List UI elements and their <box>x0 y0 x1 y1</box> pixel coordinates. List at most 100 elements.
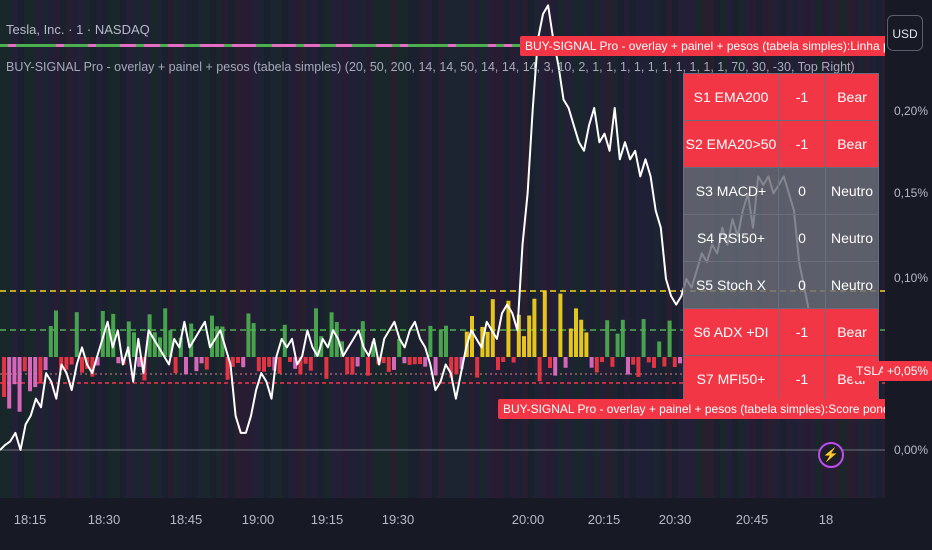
top-strip-segment <box>208 44 216 47</box>
signal-bar <box>428 325 433 357</box>
signal-bar <box>324 357 329 379</box>
x-label: 19:30 <box>381 512 415 527</box>
background-stripe <box>30 0 36 498</box>
signal-bar <box>106 328 110 357</box>
x-label: 20:15 <box>587 512 621 527</box>
background-stripe <box>456 0 462 498</box>
signal-bar <box>657 341 662 357</box>
background-stripe <box>336 0 342 498</box>
background-stripe <box>156 0 162 498</box>
currency-button[interactable]: USD <box>887 15 923 51</box>
background-stripe <box>180 0 186 498</box>
signal-bar <box>360 321 365 357</box>
y-label: 0,10% <box>893 271 928 285</box>
background-stripe <box>186 0 192 498</box>
signal-bar <box>574 308 578 357</box>
signal-bar <box>17 357 22 412</box>
background-stripe <box>384 0 390 498</box>
background-stripe <box>84 0 90 498</box>
top-strip-segment <box>480 44 488 47</box>
signal-bar <box>33 357 38 388</box>
background-stripe <box>114 0 120 498</box>
signal-bar <box>184 357 188 375</box>
signal-bar <box>100 310 105 357</box>
background-stripe <box>48 0 54 498</box>
signal-bar <box>444 325 448 357</box>
signal-value: -1 <box>778 308 826 356</box>
signal-bar <box>407 357 412 365</box>
background-stripe <box>666 0 672 498</box>
background-stripe <box>120 0 126 498</box>
x-label: 19:00 <box>241 512 275 527</box>
symbol-legend[interactable]: Tesla, Inc. · 1 · NASDAQ <box>6 22 150 37</box>
background-stripe <box>126 0 132 498</box>
signal-bar <box>392 357 396 370</box>
signal-bar <box>69 357 74 365</box>
signal-bar <box>386 357 391 372</box>
top-strip-segment <box>72 44 80 47</box>
top-strip-segment <box>248 44 256 47</box>
background-stripe <box>636 0 642 498</box>
signal-bar <box>7 357 12 409</box>
background-stripe <box>168 0 174 498</box>
signal-bar <box>236 357 240 364</box>
signal-bar <box>293 357 298 369</box>
signal-row: S4 RSI50+ 0 Neutro <box>683 214 879 262</box>
top-strip-segment <box>0 44 8 47</box>
background-stripe <box>576 0 582 498</box>
signal-bar <box>470 316 474 357</box>
signal-name: S2 EMA20>50 <box>683 120 779 168</box>
top-strip-segment <box>264 44 272 47</box>
top-strip-segment <box>416 44 424 47</box>
background-stripe <box>78 0 84 498</box>
price-axis[interactable]: 0,20% 0,15% 0,10% 0,00% <box>885 0 932 498</box>
top-strip-segment <box>240 44 248 47</box>
signal-bar <box>256 357 261 372</box>
signal-bar <box>220 326 225 357</box>
signal-bar <box>662 357 667 367</box>
signal-bar <box>542 290 547 357</box>
background-stripe <box>294 0 300 498</box>
lightning-bolt-button[interactable]: ⚡ <box>818 442 844 468</box>
background-stripe <box>498 0 504 498</box>
top-strip-segment <box>376 44 384 47</box>
signal-bar <box>28 357 32 392</box>
background-stripe <box>270 0 276 498</box>
background-stripe <box>258 0 264 498</box>
background-stripe <box>462 0 468 498</box>
background-stripe <box>450 0 456 498</box>
x-label: 20:00 <box>511 512 545 527</box>
time-axis[interactable]: 18:15 18:30 18:45 19:00 19:15 19:30 20:0… <box>0 498 932 550</box>
top-strip-segment <box>488 44 496 47</box>
top-strip-segment <box>288 44 296 47</box>
signal-bar <box>485 331 490 357</box>
signal-bar <box>303 357 308 364</box>
signal-bar <box>80 357 84 373</box>
background-stripe <box>600 0 606 498</box>
background-stripe <box>12 0 18 498</box>
background-stripe <box>108 0 114 498</box>
background-stripe <box>654 0 660 498</box>
top-strip-segment <box>200 44 208 47</box>
signal-bar <box>532 298 537 357</box>
signal-bar <box>672 357 677 368</box>
signal-bar <box>173 357 178 374</box>
signal-bar <box>277 357 282 374</box>
signal-bar <box>626 357 630 375</box>
signal-row: S1 EMA200 -1 Bear <box>683 73 879 121</box>
background-stripe <box>348 0 354 498</box>
signal-status: Bear <box>825 120 879 168</box>
indicator-legend[interactable]: BUY-SIGNAL Pro - overlay + painel + peso… <box>6 60 855 74</box>
signal-name: S3 MACD+ <box>683 167 779 215</box>
signal-bar <box>423 357 428 367</box>
signal-bar <box>178 337 183 357</box>
signal-bar <box>282 324 287 357</box>
background-stripe <box>618 0 624 498</box>
background-stripe <box>582 0 588 498</box>
background-stripe <box>360 0 366 498</box>
background-stripe <box>150 0 156 498</box>
background-stripe <box>66 0 72 498</box>
signal-bar <box>537 357 542 382</box>
chart-area[interactable]: Tesla, Inc. · 1 · NASDAQ BUY-SIGNAL Pro … <box>0 0 885 498</box>
